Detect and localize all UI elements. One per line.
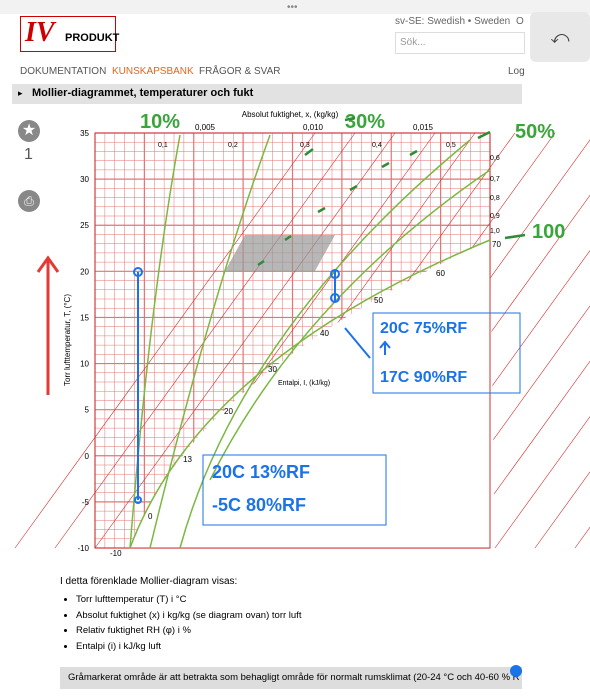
enthalpy-label: 30 (268, 365, 277, 374)
rh-label: 0,2 (228, 142, 238, 149)
search-placeholder: Sök... (400, 37, 426, 48)
y-tick-label: -5 (82, 498, 90, 507)
logo-sub: PRODUKT (65, 32, 120, 44)
pen-marks (133, 267, 391, 504)
y-tick-label: 15 (80, 313, 89, 322)
rh-curve (129, 239, 491, 549)
x-tick-label: 0,005 (195, 123, 216, 132)
axis-label: Absolut fuktighet, x, (kg/kg) (242, 110, 339, 119)
language[interactable]: sv-SE: Swedish • Sweden (395, 16, 511, 27)
bullet-list: Torr lufttemperatur (T) i °CAbsolut fukt… (58, 592, 301, 654)
enthalpy-label: 0 (148, 512, 153, 521)
y-tick-label: 0 (85, 452, 90, 461)
note-box (372, 312, 521, 394)
y-tick-label: -10 (77, 544, 89, 553)
star-icon[interactable]: ★ (18, 120, 40, 142)
rh-label: 0,9 (490, 213, 500, 220)
enthalpy-label: 50 (374, 296, 383, 305)
back-button[interactable]: ⤺ (530, 12, 590, 62)
handwritten-note: -5C 80%RF (212, 495, 306, 515)
rh-curve (179, 139, 471, 549)
scroll-handle[interactable] (510, 665, 522, 677)
top-bar: ••• (0, 0, 590, 14)
axis-label: Entalpi, I, (kJ/kg) (278, 380, 330, 387)
y-tick-label: 30 (80, 175, 89, 184)
nav-item[interactable]: DOKUMENTATION (20, 66, 107, 77)
enthalpy-label: 20 (224, 407, 233, 416)
rh-label: 0,1 (158, 142, 168, 149)
print-icon[interactable]: ⎙ (18, 190, 40, 212)
handwritten-note: 17C 90%RF (380, 369, 467, 386)
handwritten-note: 20C 13%RF (212, 462, 310, 482)
rh-label: 0,5 (446, 142, 456, 149)
grid-line (454, 360, 590, 549)
rh-label: 0,7 (490, 176, 500, 183)
enthalpy-label: 13 (183, 455, 192, 464)
count: 1 (24, 146, 33, 163)
logo-text: IV (25, 17, 55, 48)
enthalpy-label: 40 (320, 329, 329, 338)
rh-label: 0,3 (300, 142, 310, 149)
rh-curve (129, 134, 181, 549)
grid-line (534, 471, 590, 549)
bullet: Relativ fuktighet RH (φ) i % (76, 623, 301, 639)
red-arrow (36, 255, 60, 395)
y-tick-label: 20 (80, 267, 89, 276)
comfort-area (225, 235, 335, 271)
dots: ••• (287, 2, 298, 13)
frame (94, 132, 491, 549)
grid-line (14, 132, 316, 549)
enthalpy-label: 70 (492, 240, 501, 249)
grid-line (574, 526, 590, 549)
x-tick-label: 0,015 (413, 123, 434, 132)
handwritten-label: 30% (345, 111, 385, 133)
enthalpy-label: -10 (110, 549, 122, 558)
rh-curve (209, 169, 491, 481)
intro: I detta förenklade Mollier-diagram visas… (60, 576, 238, 587)
note: Gråmarkerat område är att betrakta som b… (68, 672, 520, 683)
rh-label: 0,4 (372, 142, 382, 149)
link[interactable]: O (516, 16, 524, 27)
unsaturated-mask (130, 240, 495, 548)
handwritten-label: 10% (140, 111, 180, 133)
section-bar: ▸ Mollier-diagrammet, temperaturer och fu… (12, 84, 522, 104)
rh-label: 1,0 (490, 228, 500, 235)
y-tick-label: 5 (85, 406, 90, 415)
bullet: Absolut fuktighet (x) i kg/kg (se diagra… (76, 608, 301, 624)
rh-label: 0,8 (490, 195, 500, 202)
rh-curve (149, 134, 271, 549)
grid-line (494, 416, 590, 549)
logo[interactable]: IV PRODUKT (20, 16, 120, 52)
login[interactable]: Log (508, 66, 525, 77)
y-tick-label: 10 (80, 360, 89, 369)
grid-line (94, 132, 396, 549)
y-tick-label: 25 (80, 221, 89, 230)
handwritten-label: 50% (515, 121, 555, 143)
handwritten-note: 20C 75%RF (380, 320, 467, 337)
note-bar: Gråmarkerat område är att betrakta som b… (60, 667, 522, 689)
bullet: Torr lufttemperatur (T) i °C (76, 592, 301, 608)
bullet: Entalpi (i) i kJ/kg luft (76, 639, 301, 655)
y-tick-label: 35 (80, 129, 89, 138)
note-box (202, 454, 387, 526)
rh-label: 0,6 (490, 155, 500, 162)
enthalpy-label: 60 (436, 269, 445, 278)
nav-item[interactable]: KUNSKAPSBANK (112, 66, 194, 77)
pen-marks (257, 116, 526, 267)
axis-label: Torr lufttemperatur, T, (°C) (63, 294, 72, 386)
search[interactable]: Sök... (395, 32, 525, 54)
handwritten-label: 100 (532, 221, 565, 243)
nav-item[interactable]: FRÅGOR & SVAR (199, 66, 281, 77)
section-title: Mollier-diagrammet, temperaturer och fuk… (32, 87, 254, 99)
x-tick-label: 0,010 (303, 123, 324, 132)
